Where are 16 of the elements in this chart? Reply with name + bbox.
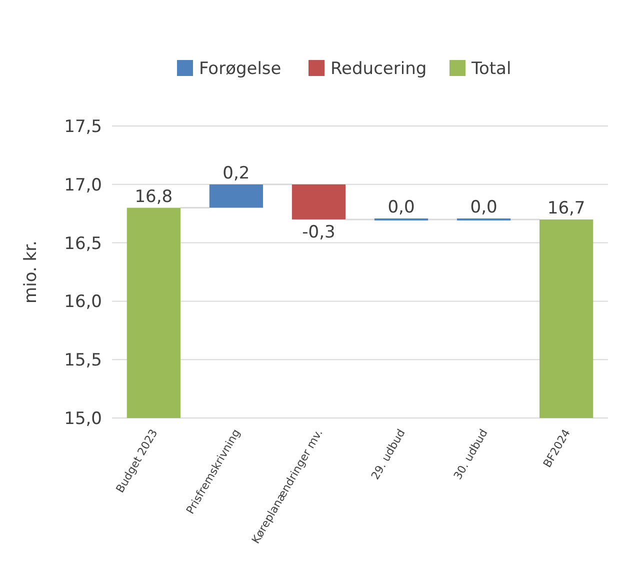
- data-label: 0,2: [222, 163, 250, 184]
- data-label: -0,3: [302, 222, 336, 242]
- y-tick-label: 16,5: [64, 234, 102, 254]
- y-tick-label: 15,5: [64, 350, 102, 371]
- data-label: 16,8: [134, 186, 173, 207]
- data-label: 0,0: [388, 197, 415, 218]
- y-tick-label: 17,5: [64, 117, 102, 137]
- legend-label: Reducering: [330, 59, 427, 79]
- legend-label: Forøgelse: [199, 59, 282, 79]
- y-tick-label: 16,0: [64, 292, 102, 312]
- data-label: 16,7: [547, 198, 586, 218]
- y-tick-label: 17,0: [64, 175, 102, 196]
- y-tick-label: 15,0: [64, 409, 102, 429]
- y-axis-title: mio. kr.: [21, 240, 41, 304]
- legend-label: Total: [470, 59, 512, 79]
- data-label: 0,0: [470, 197, 498, 218]
